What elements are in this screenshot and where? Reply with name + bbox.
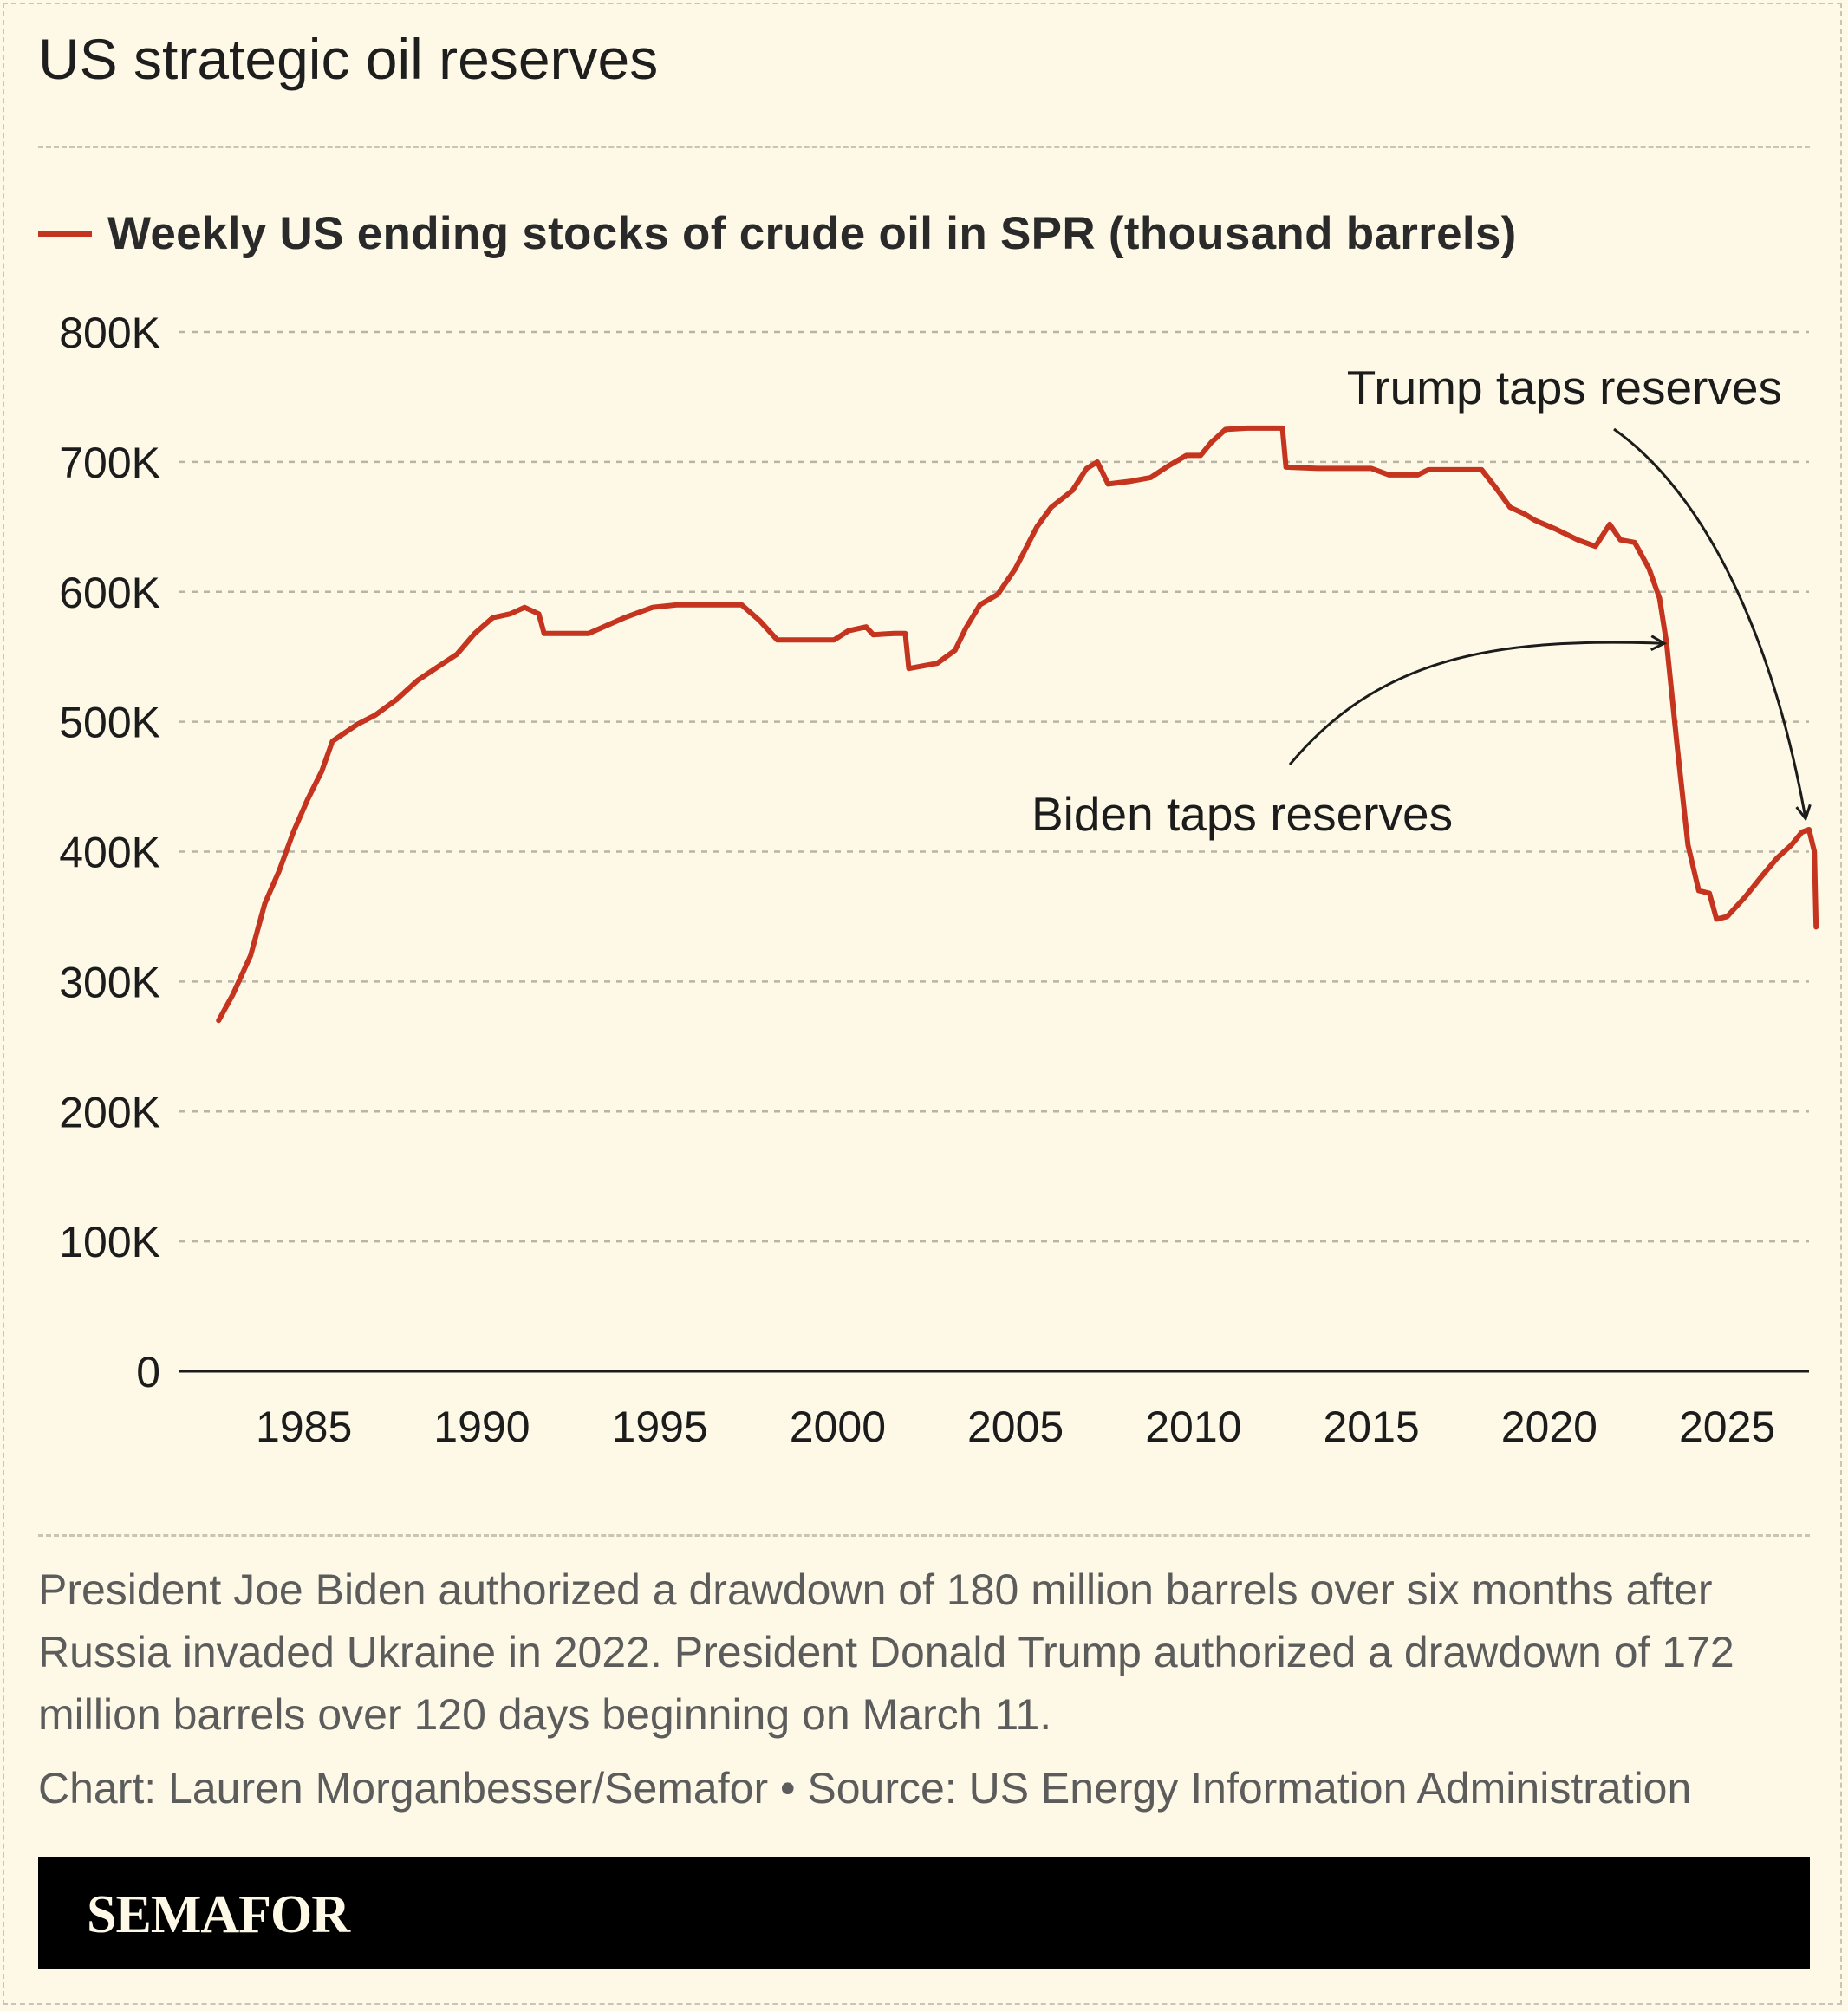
annotation-biden: Biden taps reserves [1031,787,1453,841]
legend: Weekly US ending stocks of crude oil in … [38,203,1517,264]
footer-bar: SEMAFOR [38,1857,1810,1969]
x-tick-label: 2025 [1679,1402,1775,1451]
x-tick-label: 1995 [612,1402,708,1451]
chart-credit: Chart: Lauren Morganbesser/Semafor • Sou… [38,1764,1692,1813]
y-axis-ticks: 0 100K 200K 300K 400K 500K 600K 700K 800K [59,309,160,1396]
chart-note: President Joe Biden authorized a drawdow… [38,1565,1734,1739]
y-tick-label: 700K [59,439,160,487]
title-divider [38,146,1810,148]
y-tick-label: 200K [59,1088,160,1136]
y-tick-label: 400K [59,829,160,877]
page-title: US strategic oil reserves [38,27,659,91]
y-tick-label: 100K [59,1218,160,1266]
gridlines [179,330,1809,1243]
y-tick-label: 600K [59,569,160,617]
annotation-trump: Trump taps reserves [1347,361,1782,414]
annotations: Trump taps reserves Biden taps reserves [1031,361,1806,841]
x-tick-label: 2010 [1145,1402,1241,1451]
brand-logo: SEMAFOR [87,1885,350,1944]
annotation-arrow-biden [1288,642,1663,765]
y-tick-label: 300K [59,958,160,1006]
legend-swatch [38,230,92,237]
x-tick-label: 2005 [967,1402,1064,1451]
note-divider [38,1534,1810,1537]
legend-label: Weekly US ending stocks of crude oil in … [107,207,1517,259]
series-line [216,425,1819,1024]
y-tick-label: 0 [136,1348,160,1396]
chart-frame [3,3,1842,2005]
y-tick-label: 800K [59,309,160,357]
annotation-arrow-trump [1613,427,1806,818]
y-tick-label: 500K [59,699,160,747]
x-tick-label: 2015 [1323,1402,1419,1451]
x-tick-label: 2000 [790,1402,886,1451]
x-axis-ticks: 1985 1990 1995 2000 2005 2010 2015 2020 2025 [256,1402,1775,1451]
x-tick-label: 2020 [1501,1402,1597,1451]
x-tick-label: 1985 [256,1402,352,1451]
x-tick-label: 1990 [433,1402,530,1451]
